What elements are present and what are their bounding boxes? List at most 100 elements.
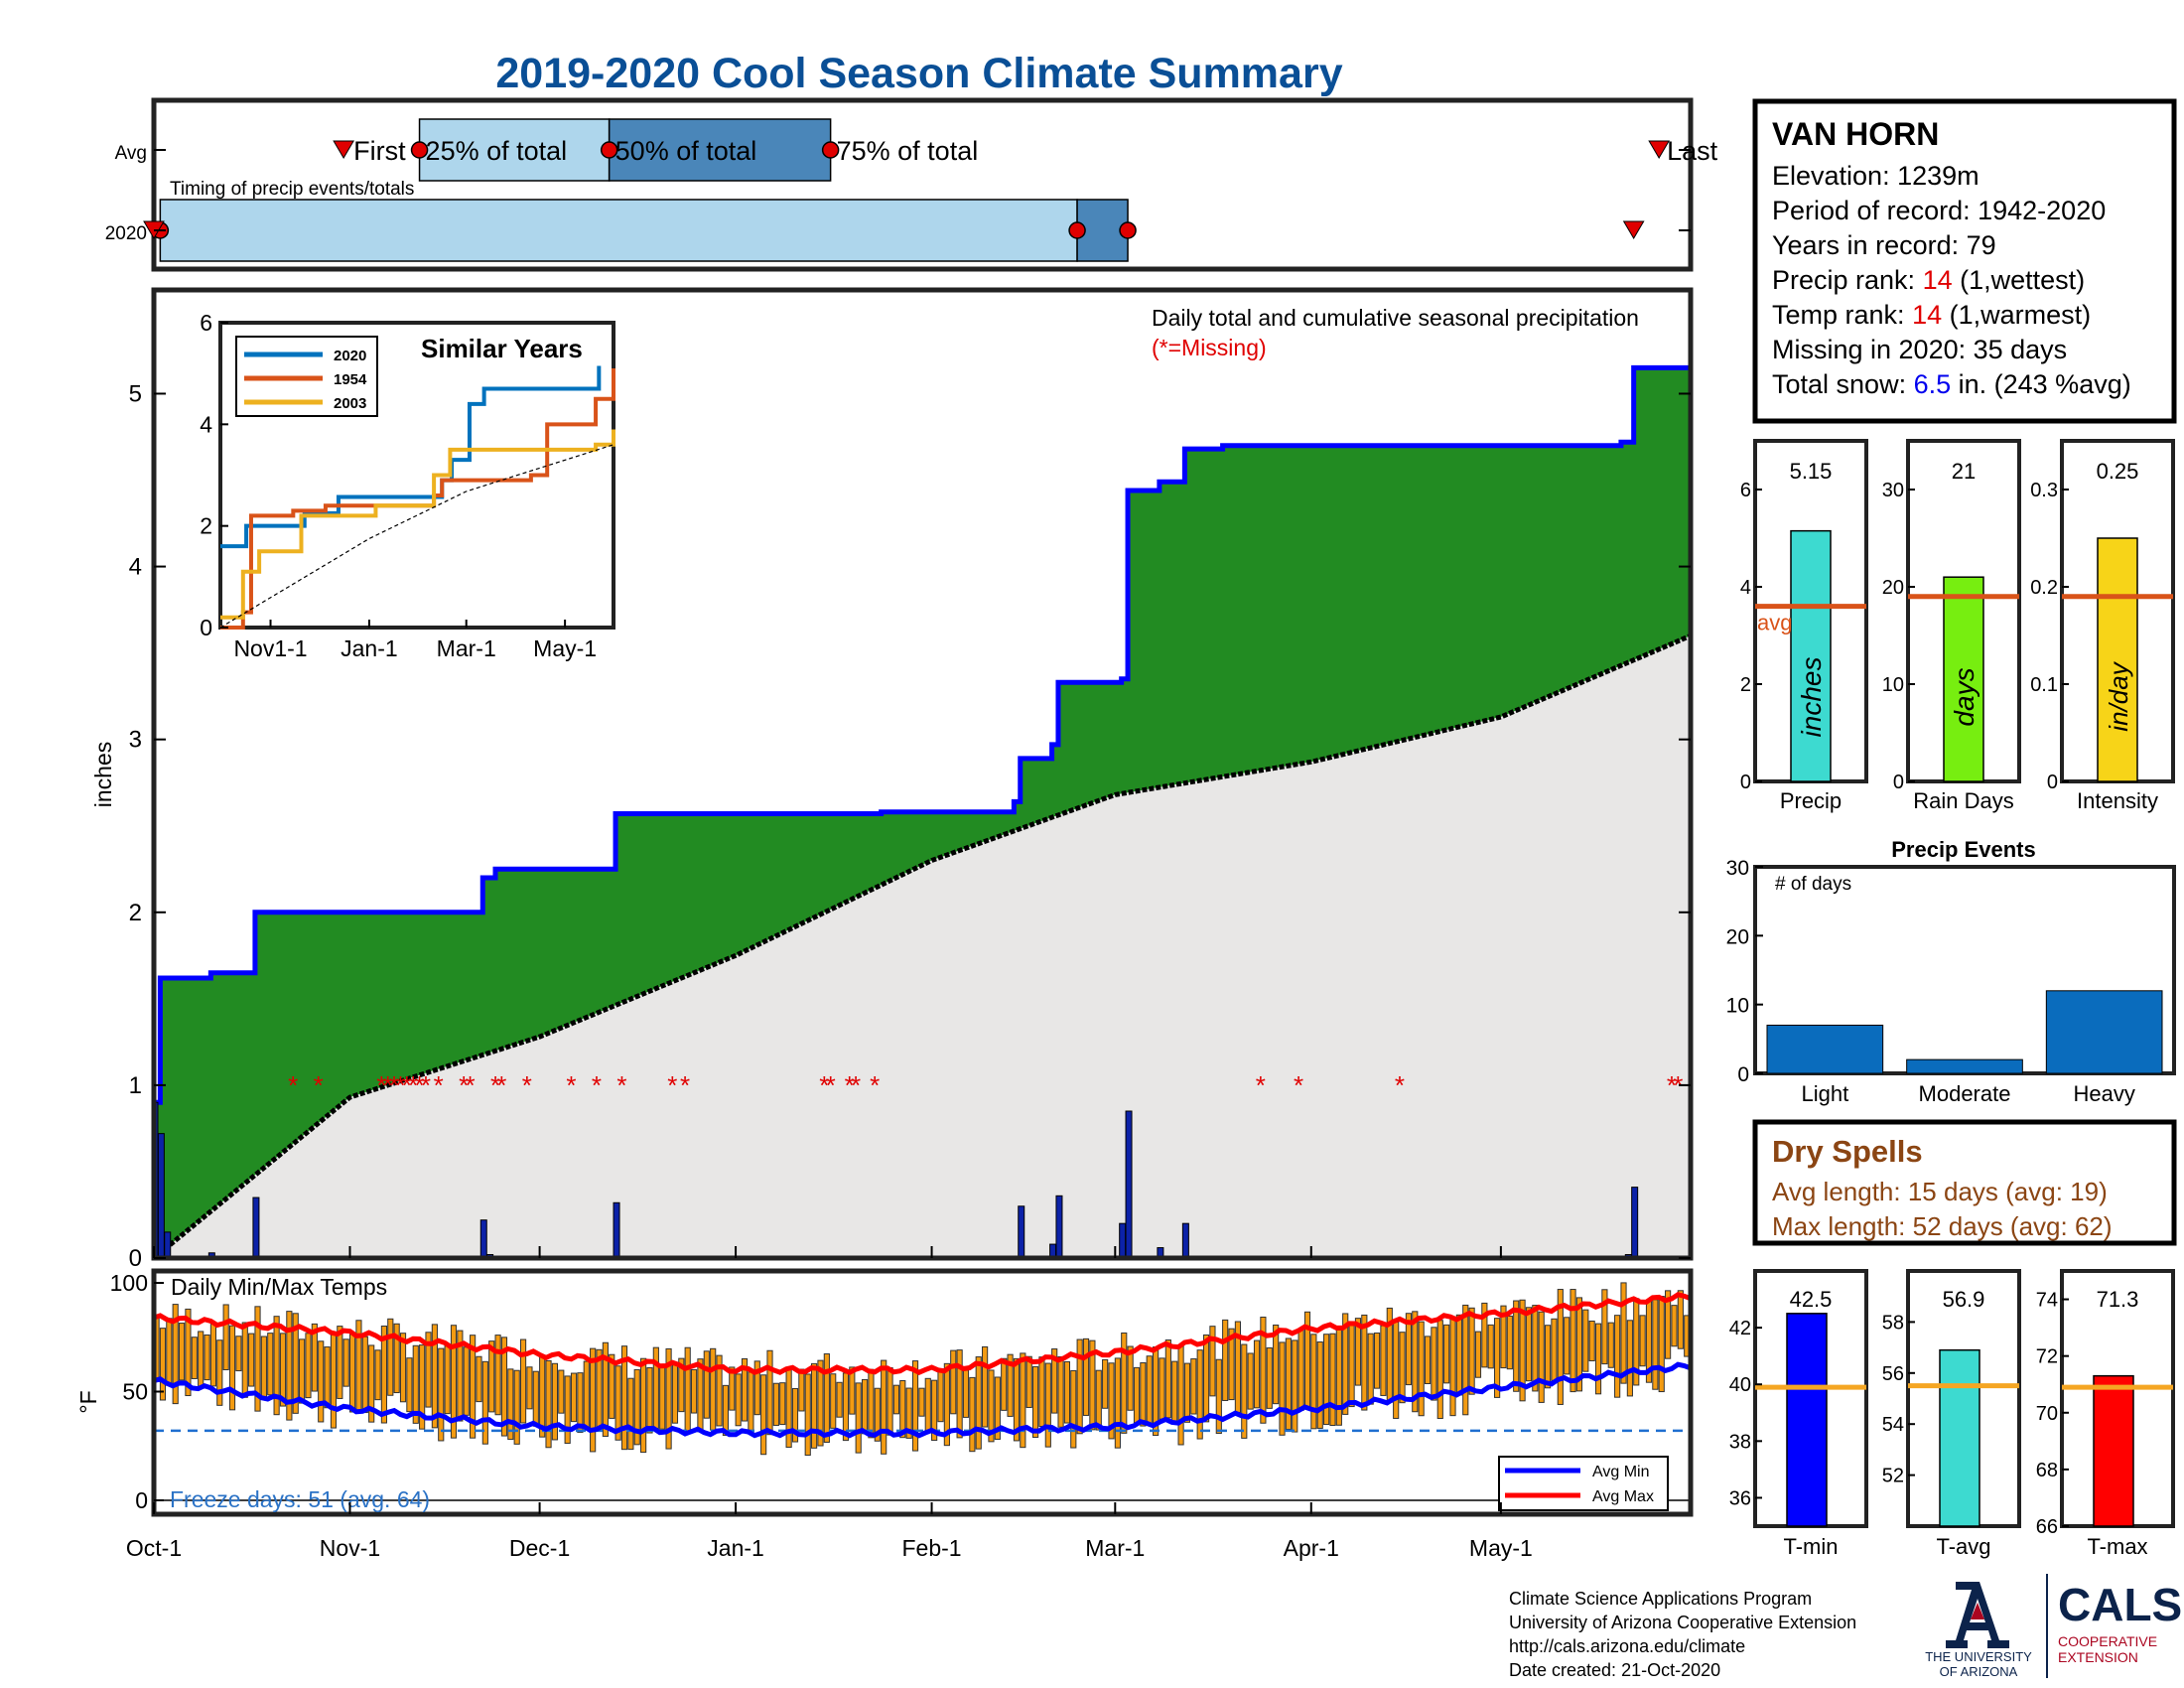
- temp-ytick-label: 0: [135, 1487, 148, 1513]
- daily-temp-bar: [444, 1345, 451, 1415]
- daily-temp-bar: [1241, 1343, 1248, 1439]
- legend-label-2020: 2020: [334, 348, 366, 364]
- events-ytick-label: 30: [1726, 857, 1749, 880]
- daily-temp-bar: [1082, 1337, 1090, 1416]
- dry-spells-max: Max length: 52 days (avg: 62): [1772, 1211, 2113, 1241]
- daily-temp-bar: [1190, 1358, 1197, 1415]
- intensity-value: 0.25: [2097, 459, 2139, 484]
- events-ytick-label: 20: [1726, 925, 1749, 948]
- daily-temp-bar: [1594, 1323, 1602, 1395]
- daily-temp-bar: [519, 1338, 527, 1424]
- daily-temp-bar: [1038, 1356, 1045, 1428]
- daily-temp-bar: [817, 1359, 824, 1447]
- daily-temp-bar: [918, 1387, 925, 1417]
- cumulative-precip-line-2020: [154, 364, 1691, 1105]
- daily-temp-bar: [1247, 1352, 1254, 1410]
- daily-temp-bar: [988, 1369, 995, 1443]
- dry-spells-avg: Avg length: 15 days (avg: 19): [1772, 1177, 2108, 1206]
- daily-temp-bar: [1159, 1357, 1165, 1420]
- snow-note: in. (243 %avg): [1951, 369, 2131, 399]
- daily-temp-bar: [861, 1378, 869, 1435]
- daily-temp-bar: [172, 1304, 179, 1405]
- daily-temp-bar: [881, 1359, 887, 1455]
- daily-temp-bar: [1253, 1339, 1261, 1409]
- daily-temp-bar: [1342, 1313, 1349, 1415]
- daily-temp-bar: [1513, 1300, 1520, 1392]
- similar-line-2003: [220, 429, 615, 620]
- daily-temp-bar: [950, 1349, 957, 1415]
- daily-temp-bar: [1399, 1332, 1406, 1404]
- missing-day-marker: *: [490, 1070, 500, 1100]
- station-info-box: VAN HORN Elevation: 1239m Period of reco…: [1752, 98, 2177, 424]
- daily-temp-bar: [905, 1387, 912, 1439]
- timing-marker-p25: [410, 141, 429, 159]
- cals-logo: CALS: [2058, 1579, 2182, 1630]
- events-ylabel: # of days: [1775, 874, 1851, 895]
- daily-temp-bar: [735, 1373, 742, 1427]
- daily-temp-bar: [1519, 1299, 1526, 1402]
- daily-temp-bar: [1652, 1299, 1659, 1390]
- ua-line-2: OF ARIZONA: [1940, 1664, 2018, 1679]
- precip-rank-value: 14: [1923, 265, 1953, 295]
- daily-temp-bar: [361, 1336, 368, 1414]
- daily-temp-bar: [330, 1334, 338, 1429]
- tavg-value: 56.9: [1943, 1287, 1985, 1312]
- daily-temp-bar: [1462, 1304, 1469, 1416]
- dry-spells-title: Dry Spells: [1772, 1134, 1923, 1169]
- daily-temp-bar: [166, 1318, 173, 1386]
- tmin-label: T-min: [1784, 1534, 1839, 1559]
- missing-note: (*=Missing): [1152, 335, 1267, 360]
- avg-label: avg: [1757, 611, 1792, 635]
- precip-bar: [1790, 529, 1832, 782]
- daily-temp-bar: [887, 1366, 893, 1436]
- daily-precip-bar: [1631, 1187, 1639, 1259]
- xtick-label: Apr-1: [1284, 1535, 1339, 1561]
- daily-temp-bar: [545, 1359, 552, 1449]
- daily-temp-bar: [1620, 1282, 1627, 1384]
- inset-title: Similar Years: [421, 334, 583, 363]
- xtick-label: Feb-1: [902, 1535, 962, 1561]
- intensity-ytick-label: 0.2: [2030, 577, 2058, 599]
- tmin-bar: [1786, 1313, 1828, 1527]
- daily-temp-bar: [507, 1368, 514, 1441]
- tmax-ytick-label: 70: [2036, 1403, 2058, 1425]
- daily-temp-bar: [633, 1368, 640, 1446]
- daily-precip-bar: [252, 1196, 260, 1259]
- temp-caption: Daily Min/Max Temps: [171, 1274, 387, 1300]
- timing-label-25: 25% of total: [426, 136, 568, 166]
- daily-temp-bar: [1506, 1315, 1513, 1370]
- tmax-ytick-label: 72: [2036, 1346, 2058, 1368]
- snow-value: 6.5: [1914, 369, 1952, 399]
- daily-temp-bar: [1443, 1324, 1450, 1384]
- precip-ytick-label: 4: [1740, 577, 1751, 599]
- legend-label-avg-max: Avg Max: [1592, 1488, 1654, 1505]
- daily-temp-bar: [665, 1347, 672, 1450]
- daily-temp-bar: [640, 1357, 647, 1454]
- daily-temp-bar: [1133, 1366, 1141, 1424]
- missing-day-marker: *: [851, 1070, 861, 1100]
- tmin-ytick-label: 40: [1729, 1374, 1751, 1396]
- timing-q1-bar-y2020: [159, 199, 1078, 262]
- daily-temp-bar: [962, 1369, 970, 1418]
- timing-label-75: 75% of total: [837, 136, 979, 166]
- timing-panel: First 25% of total 50% of total 75% of tota…: [105, 97, 1718, 272]
- daily-temp-bar: [1455, 1314, 1462, 1396]
- daily-temp-bar: [159, 1328, 167, 1401]
- daily-temp-bar: [969, 1376, 976, 1453]
- daily-temp-bar: [798, 1368, 805, 1412]
- daily-temp-bar: [1431, 1327, 1437, 1401]
- daily-temp-bar: [1070, 1369, 1077, 1449]
- missing-day-marker: *: [592, 1070, 602, 1100]
- raindays-ytick-label: 30: [1882, 480, 1904, 501]
- ua-line-1: THE UNIVERSITY: [1925, 1649, 2032, 1664]
- daily-temp-bar: [1102, 1358, 1109, 1409]
- daily-temp-bar: [710, 1347, 717, 1431]
- tmax-bar: [2093, 1374, 2134, 1527]
- daily-temp-bar: [380, 1326, 388, 1424]
- daily-temp-bar: [684, 1346, 691, 1434]
- daily-temp-bar: [1323, 1334, 1330, 1426]
- daily-temp-bar: [216, 1339, 223, 1406]
- daily-temp-bar: [1273, 1324, 1280, 1405]
- precip-rank-note: (1,wettest): [1953, 265, 2086, 295]
